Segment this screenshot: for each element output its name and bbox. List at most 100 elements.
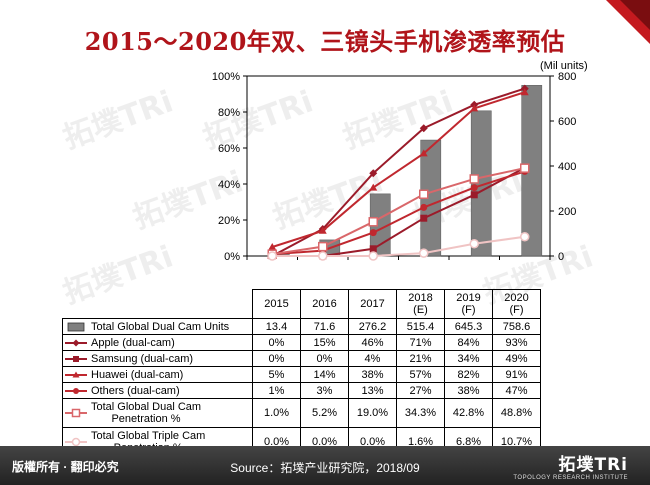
line-series-5: [267, 231, 530, 261]
series-point: [419, 124, 428, 133]
series-point: [420, 214, 428, 222]
table-cell: 47%: [492, 382, 541, 399]
table-cell: 48.8%: [492, 398, 541, 428]
table-cell: 0%: [252, 350, 301, 367]
table-cell: 71%: [396, 334, 445, 351]
corner-decoration-dark: [620, 0, 650, 30]
table-row-label: Others (dual-cam): [62, 382, 253, 399]
table-cell: 84%: [444, 334, 493, 351]
right-axis-tick-label: 200: [558, 206, 576, 218]
table-row-label-text: Samsung (dual-cam): [91, 352, 194, 365]
series-point: [318, 241, 328, 252]
table-cell: 27%: [396, 382, 445, 399]
table-year-header: 2020 (F): [492, 289, 541, 319]
table-cell: 34.3%: [396, 398, 445, 428]
legend-marker: [72, 371, 80, 378]
legend-key: [65, 437, 87, 447]
right-axis-tick-label: 800: [558, 71, 576, 83]
table-row: Samsung (dual-cam) 0% 0% 4% 21% 34% 49%: [62, 350, 541, 367]
table-cell: 82%: [444, 366, 493, 383]
table-cell: 91%: [492, 366, 541, 383]
left-axis-tick-label: 40%: [218, 179, 240, 191]
legend-marker: [72, 339, 80, 347]
series-point: [469, 174, 479, 184]
table-row-label: Total Global Dual Cam Penetration %: [62, 398, 253, 428]
series-point: [419, 189, 429, 200]
table-cell: 34%: [444, 350, 493, 367]
table-cell: 13.4: [252, 318, 301, 335]
series-line: [272, 170, 526, 256]
table-row-label: Total Global Dual Cam Units: [62, 318, 253, 335]
table-cell: 93%: [492, 334, 541, 351]
table-cell: 71.6: [300, 318, 349, 335]
table-row-label-text: Total Global Dual Cam Units: [91, 320, 230, 333]
table-cell: 42.8%: [444, 398, 493, 428]
table-row-label: Apple (dual-cam): [62, 334, 253, 351]
series-point: [419, 149, 428, 157]
series-point: [520, 88, 529, 96]
series-point: [469, 239, 479, 249]
table-year-header: 2016: [300, 289, 349, 319]
logo-subtitle: TOPOLOGY RESEARCH INSTITUTE: [513, 475, 628, 481]
table-cell: 4%: [348, 350, 397, 367]
table-row: Huawei (dual-cam) 5% 14% 38% 57% 82% 91%: [62, 366, 541, 383]
right-axis-tick-label: 400: [558, 161, 576, 173]
series-point: [268, 243, 277, 250]
series-line: [272, 167, 525, 256]
table-header-row: 2015 2016 2017 2018 (E) 2019 (F) 2020 (F): [62, 289, 541, 319]
series-point: [267, 251, 277, 261]
table-year-header: 2019 (F): [444, 289, 493, 319]
table-row-label: Huawei (dual-cam): [62, 366, 253, 383]
table-cell: 515.4: [396, 318, 445, 335]
table-corner: [62, 289, 253, 319]
table-row-label-text: Others (dual-cam): [91, 384, 180, 397]
legend-marker: [71, 408, 81, 418]
legend-key: [65, 371, 87, 378]
series-line: [271, 91, 526, 248]
legend-key: [67, 322, 85, 331]
table-cell: 46%: [348, 334, 397, 351]
table-cell: 15%: [300, 334, 349, 351]
legend-marker: [73, 355, 79, 362]
table-cell: 5%: [252, 366, 301, 383]
table-cell: 3%: [300, 382, 349, 399]
series-point: [520, 231, 530, 242]
table-row-label-text: Apple (dual-cam): [91, 336, 175, 349]
table-cell: 276.2: [348, 318, 397, 335]
table-cell: 0%: [252, 334, 301, 351]
right-axis-tick-label: 0: [558, 251, 564, 263]
legend-key: [65, 387, 87, 394]
legend-key: [65, 355, 87, 362]
combo-chart: 0% 20% 40% 60% 80% 100% 0 200 400 600 800: [212, 71, 577, 263]
footer-logo: 拓墣TRi TOPOLOGY RESEARCH INSTITUTE: [513, 450, 628, 481]
series-point: [470, 191, 478, 199]
table-cell: 38%: [444, 382, 493, 399]
footer-bar: 版權所有 · 翻印必究 Source：拓墣产业研究院，2018/09 拓墣TRi…: [0, 446, 650, 485]
table-cell: 1.0%: [252, 398, 301, 428]
table-row: Total Global Dual Cam Units 13.4 71.6 276.2…: [62, 318, 541, 335]
copyright-text: 版權所有 · 翻印必究: [12, 460, 119, 474]
logo-wordmark: 拓墣TRi: [558, 455, 628, 475]
series-point: [369, 183, 378, 191]
series-point: [369, 229, 377, 237]
series-point: [318, 251, 328, 261]
table-row-label-text: Total Global Dual Cam Penetration %: [91, 401, 202, 425]
table-year-header: 2018 (E): [396, 289, 445, 319]
series-point: [369, 245, 377, 253]
series-point: [318, 226, 327, 234]
right-axis-tick-label: 600: [558, 116, 576, 128]
legend-marker: [73, 387, 79, 394]
table-row: Others (dual-cam) 1% 3% 13% 27% 38% 47%: [62, 382, 541, 399]
table-row-label-text: Huawei (dual-cam): [91, 368, 184, 381]
table-cell: 57%: [396, 366, 445, 383]
table-year-header: 2017: [348, 289, 397, 319]
series-point: [368, 217, 378, 227]
table-cell: 1%: [252, 382, 301, 399]
series-point: [470, 104, 479, 112]
legend-bar-swatch: [67, 322, 85, 331]
left-axis-tick-label: 0%: [224, 251, 240, 263]
source-text: Source：拓墣产业研究院，2018/09: [230, 461, 420, 475]
table-cell: 19.0%: [348, 398, 397, 428]
table-cell: 14%: [300, 366, 349, 383]
